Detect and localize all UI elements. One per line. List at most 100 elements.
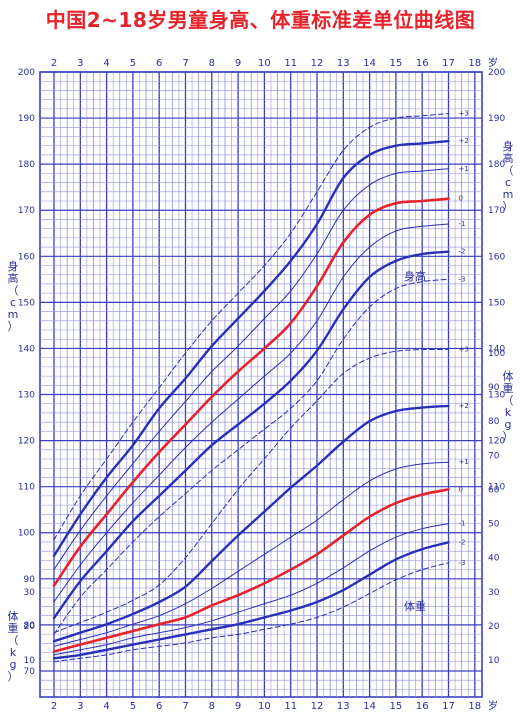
height-tick-left: 100 — [18, 529, 35, 539]
weight-series-line-p3 — [53, 348, 449, 634]
weight-sd-label: +1 — [459, 458, 469, 466]
x-unit-bottom: 岁 — [488, 699, 498, 712]
height-tick-left: 130 — [18, 391, 35, 401]
weight-tick-right: 40 — [488, 554, 500, 564]
x-tick-label-bottom: 17 — [442, 701, 455, 712]
weight-tick-left: 10 — [24, 656, 36, 666]
x-tick-label-top: 12 — [311, 58, 324, 69]
x-tick-label-bottom: 13 — [337, 701, 350, 712]
height-tick-left: 160 — [18, 252, 35, 262]
height-tick-right: 140 — [488, 344, 505, 354]
height-tick-right: 190 — [488, 114, 505, 124]
weight-sd-label: 0 — [459, 485, 463, 493]
x-tick-label-top: 9 — [235, 58, 241, 69]
weight-axis-label-left: 体重（ k g） — [8, 609, 19, 683]
x-tick-label-top: 11 — [284, 58, 297, 69]
x-tick-label-bottom: 3 — [77, 701, 83, 712]
height-series-line-m2 — [52, 250, 450, 620]
height-series-line-p3 — [53, 113, 449, 541]
weight-series-line-m2 — [52, 541, 450, 660]
weight-tick-right: 100 — [488, 349, 505, 359]
height-sd-label: -2 — [459, 248, 466, 256]
height-tick-left: 70 — [24, 667, 36, 677]
x-tick-label-top: 6 — [156, 58, 162, 69]
weight-series-line-m1 — [53, 523, 449, 656]
x-tick-label-bottom: 9 — [235, 701, 241, 712]
x-tick-label-bottom: 12 — [311, 701, 324, 712]
x-tick-label-top: 16 — [416, 58, 429, 69]
weight-sd-label: -2 — [459, 538, 466, 546]
x-tick-label-top: 17 — [442, 58, 455, 69]
weight-tick-right: 60 — [488, 485, 500, 495]
weight-series-line-p1 — [53, 461, 449, 647]
height-tick-right: 150 — [488, 298, 505, 308]
height-tick-left: 190 — [18, 114, 35, 124]
weight-section-label: 体重 — [404, 599, 426, 613]
height-tick-left: 180 — [18, 160, 35, 170]
weight-tick-right: 50 — [488, 520, 500, 530]
x-tick-label-top: 3 — [77, 58, 83, 69]
x-tick-label-bottom: 11 — [284, 701, 297, 712]
x-tick-label-top: 5 — [130, 58, 136, 69]
x-tick-label-top: 10 — [258, 58, 271, 69]
height-tick-right: 130 — [488, 391, 505, 401]
x-tick-label-top: 7 — [182, 58, 188, 69]
x-tick-label-bottom: 18 — [468, 701, 481, 712]
x-tick-label-bottom: 5 — [130, 701, 136, 712]
x-tick-label-bottom: 7 — [182, 701, 188, 712]
weight-tick-right: 20 — [488, 622, 500, 632]
x-tick-label-bottom: 4 — [103, 701, 109, 712]
x-tick-label-top: 8 — [209, 58, 215, 69]
height-series-line-p1 — [53, 168, 449, 571]
height-tick-left: 110 — [18, 483, 35, 493]
x-unit-top: 岁 — [488, 56, 498, 69]
weight-tick-right: 80 — [488, 417, 500, 427]
x-tick-label-top: 15 — [390, 58, 403, 69]
height-tick-right: 160 — [488, 252, 505, 262]
chart-title: 中国2~18岁男童身高、体重标准差单位曲线图 — [45, 8, 476, 32]
height-tick-right: 200 — [488, 68, 505, 78]
height-tick-right: 180 — [488, 160, 505, 170]
height-sd-label: -3 — [459, 275, 466, 283]
weight-sd-label: +2 — [459, 402, 469, 410]
height-tick-left: 90 — [24, 575, 36, 585]
height-tick-left: 140 — [18, 344, 35, 354]
weight-tick-right: 90 — [488, 383, 500, 393]
height-series-line-m3 — [53, 278, 449, 635]
x-tick-label-bottom: 8 — [209, 701, 215, 712]
weight-tick-right: 30 — [488, 588, 500, 598]
height-tick-right: 170 — [488, 206, 505, 216]
axis-labels: 2 2 3 3 4 4 5 5 6 6 7 7 8 8 9 9 10 10 11 11 12 12 13 13 14 14 15 15… — [8, 56, 514, 712]
height-tick-right: 110 — [488, 483, 505, 493]
height-tick-right: 120 — [488, 437, 505, 447]
weight-sd-label: -1 — [459, 520, 466, 528]
weight-sd-label: -3 — [459, 559, 466, 567]
x-tick-label-bottom: 2 — [51, 701, 57, 712]
weight-axis-label-right: 体重（ k g） — [503, 369, 514, 443]
plot-frame — [39, 71, 483, 698]
weight-sd-label: +3 — [459, 346, 469, 354]
height-tick-left: 80 — [24, 621, 36, 631]
height-axis-label-right: 身高（ c m） — [503, 139, 514, 213]
height-sd-label: -1 — [459, 220, 466, 228]
x-tick-label-bottom: 16 — [416, 701, 429, 712]
x-tick-label-bottom: 14 — [363, 701, 376, 712]
height-series-line-p2 — [52, 139, 450, 557]
weight-series-line-m3 — [53, 562, 449, 663]
height-sd-label: +2 — [459, 137, 469, 145]
height-series-line-0 — [52, 197, 450, 587]
weight-series-line-0 — [52, 488, 450, 653]
height-sd-label: +3 — [459, 109, 469, 117]
height-tick-left: 120 — [18, 437, 35, 447]
height-sd-label: +1 — [459, 165, 469, 173]
weight-tick-left: 20 — [24, 622, 36, 632]
height-axis-label-left: 身高（ c m） — [8, 259, 19, 333]
weight-series-line-p2 — [52, 404, 450, 643]
x-tick-label-top: 13 — [337, 58, 350, 69]
height-series-line-m1 — [53, 223, 449, 603]
x-tick-label-bottom: 10 — [258, 701, 271, 712]
x-tick-label-bottom: 15 — [390, 701, 403, 712]
grid — [39, 71, 483, 698]
x-tick-label-top: 14 — [363, 58, 376, 69]
